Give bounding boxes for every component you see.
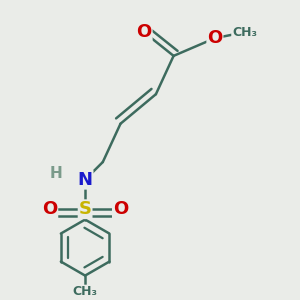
Text: CH₃: CH₃ — [73, 285, 98, 298]
Text: O: O — [207, 29, 223, 47]
Text: S: S — [79, 200, 92, 218]
Text: N: N — [78, 171, 93, 189]
Text: CH₃: CH₃ — [232, 26, 257, 39]
Text: H: H — [49, 166, 62, 181]
Text: O: O — [42, 200, 57, 218]
Text: O: O — [113, 200, 128, 218]
Text: O: O — [136, 23, 152, 41]
